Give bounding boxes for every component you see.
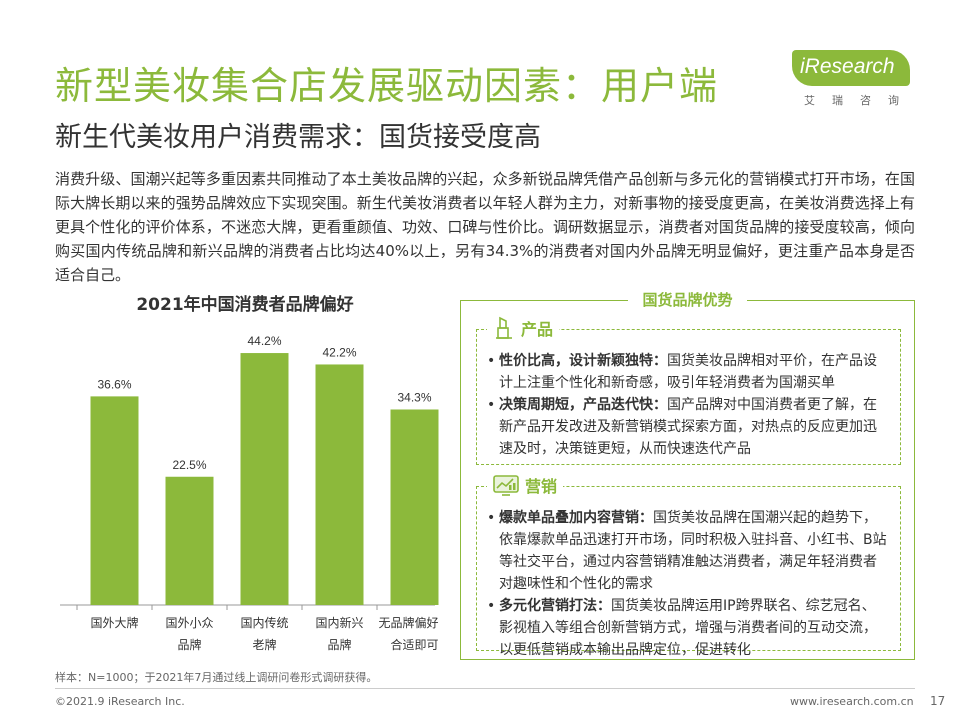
footer-divider [55, 688, 915, 689]
bar [315, 364, 364, 605]
product-section: 产品 性价比高，设计新颖独特：国货美妆品牌相对平价，在产品设计上注重个性化和新奇… [476, 316, 901, 465]
page-title: 新型美妆集合店发展驱动因素：用户端 [55, 64, 719, 108]
data-label: 42.2% [322, 345, 356, 359]
category-label: 国外小众 [165, 616, 213, 630]
data-label: 22.5% [172, 458, 206, 472]
category-label: 无品牌偏好， [378, 615, 440, 630]
bar [165, 476, 214, 605]
bar [240, 353, 289, 605]
category-label: 品牌 [327, 638, 351, 652]
data-label: 44.2% [247, 334, 281, 348]
logo-badge [792, 50, 910, 86]
list-item: 爆款单品叠加内容营销：国货美妆品牌在国潮兴起的趋势下，依靠爆款单品迅速打开市场，… [487, 507, 887, 595]
website: www.iresearch.com.cn [790, 695, 914, 708]
marketing-section: 营销 爆款单品叠加内容营销：国货美妆品牌在国潮兴起的趋势下，依靠爆款单品迅速打开… [476, 473, 901, 658]
logo-text: iResearch [800, 55, 895, 78]
domestic-brand-advantages-panel: 国货品牌优势 产品 性价比高，设计新颖独特：国货美妆品牌相对平价，在产品设计上注… [460, 289, 915, 660]
intro-paragraph: 消费升级、国潮兴起等多重因素共同推动了本土美妆品牌的兴起，众多新锐品牌凭借产品创… [55, 170, 915, 284]
category-label: 国外大牌 [90, 616, 138, 630]
bullet-text: 国产品牌对中国消费者更了解，在新产品开发改进及新营销模式探索方面，对热点的反应更… [499, 397, 877, 457]
screen-chart-icon [493, 475, 519, 496]
category-label: 国内传统 [240, 615, 288, 630]
list-item: 决策周期短，产品迭代快：国产品牌对中国消费者更了解，在新产品开发改进及新营销模式… [487, 394, 887, 460]
data-label: 36.6% [97, 377, 131, 391]
iresearch-logo: iResearch 艾瑞咨询 [792, 50, 912, 110]
lipstick-icon [496, 316, 512, 339]
chart-title: 2021年中国消费者品牌偏好 [136, 295, 354, 315]
sample-note: 样本：N=1000；于2021年7月通过线上调研问卷形式调研获得。 [55, 671, 378, 684]
data-label: 34.3% [397, 390, 431, 404]
page-subtitle: 新生代美妆用户消费需求：国货接受度高 [55, 122, 541, 153]
bullet-text: 国货美妆品牌在国潮兴起的趋势下，依靠爆款单品迅速打开市场，同时积极入驻抖音、小红… [499, 510, 887, 592]
category-label: 品牌 [177, 638, 201, 652]
bullet-title: 决策周期短，产品迭代快： [499, 397, 667, 413]
category-label: 国内新兴 [315, 615, 363, 630]
list-item: 多元化营销打法：国货美妆品牌运用IP跨界联名、综艺冠名、影视植入等组合创新营销方… [487, 595, 887, 661]
bullet-title: 多元化营销打法： [499, 598, 611, 614]
bullet-text: 国货美妆品牌运用IP跨界联名、综艺冠名、影视植入等组合创新营销方式，增强与消费者… [499, 598, 877, 658]
marketing-heading: 营销 [525, 477, 558, 496]
bar [90, 396, 139, 605]
bullet-text: 国货美妆品牌相对平价，在产品设计上注重个性化和新奇感，吸引年轻消费者为国潮买单 [499, 353, 877, 391]
bar [390, 409, 439, 605]
product-heading: 产品 [521, 320, 554, 339]
bullet-title: 性价比高，设计新颖独特： [499, 353, 667, 369]
bullet-title: 爆款单品叠加内容营销： [499, 510, 653, 526]
category-label: 老牌 [252, 638, 276, 652]
copyright: ©2021.9 iResearch Inc. [55, 695, 185, 708]
panel-title: 国货品牌优势 [628, 289, 747, 310]
page-number: 17 [930, 694, 946, 708]
list-item: 性价比高，设计新颖独特：国货美妆品牌相对平价，在产品设计上注重个性化和新奇感，吸… [487, 350, 887, 394]
category-label: 合适即可 [390, 637, 438, 652]
logo-subtext: 艾瑞咨询 [804, 94, 916, 107]
